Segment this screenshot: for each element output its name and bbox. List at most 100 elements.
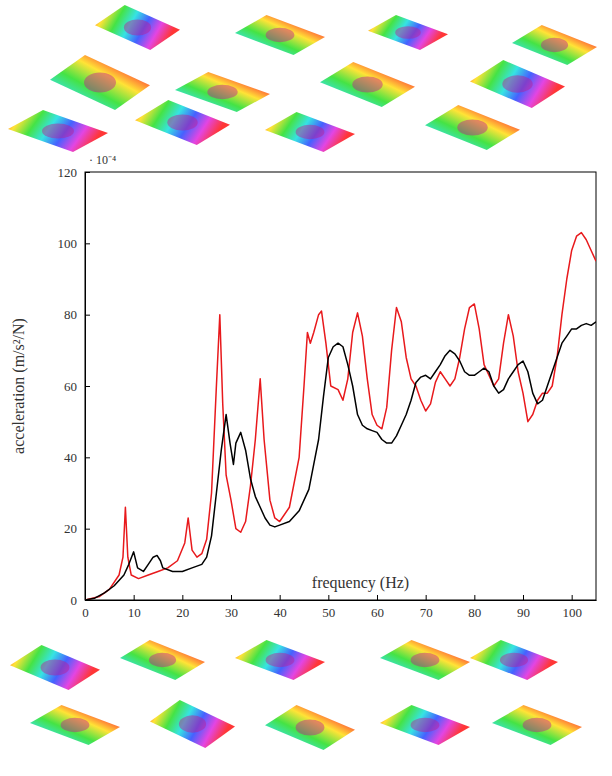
mode-shape [320,62,415,107]
mode-shape-lobe [124,19,151,35]
x-tick: 20 [176,595,189,620]
y-tick-label: 20 [64,521,77,536]
mode-shape-lobe [395,26,421,39]
mode-shape-lobe [523,718,552,732]
mode-shape-lobe [411,653,440,667]
x-tick-mark [377,595,378,600]
y-tick: 60 [64,379,90,394]
series-line [85,322,596,600]
mode-shape [95,5,180,50]
y-tick-mark [85,243,90,244]
y-tick-mark [85,600,90,601]
mode-shape [470,60,565,108]
mode-shape-lobe [266,653,295,667]
mode-shape-lobe [457,119,487,135]
x-tick: 40 [274,595,287,620]
y-tick-mark [85,172,90,173]
x-tick: 50 [322,595,335,620]
chart: 0102030405060708090100020406080100120· 1… [0,0,612,776]
y-tick-mark [85,529,90,530]
mode-shape [470,640,558,680]
x-tick-label: 20 [176,605,189,620]
y-tick: 120 [58,165,91,180]
y-tick-mark [85,457,90,458]
mode-shape-lobe [541,38,568,52]
x-tick-label: 70 [420,605,433,620]
x-tick-label: 10 [128,605,141,620]
mode-shape-lobe [42,123,74,138]
x-tick-label: 90 [517,605,530,620]
mode-shape [265,112,355,152]
x-tick: 100 [562,595,582,620]
x-tick: 90 [517,595,530,620]
x-tick-label: 50 [322,605,335,620]
x-tick: 80 [468,595,481,620]
x-tick-mark [523,595,524,600]
mode-shape-lobe [296,125,325,139]
mode-shape [120,640,205,680]
mode-shape [380,705,470,745]
mode-shape-lobe [411,718,440,732]
mode-shape [50,55,150,110]
y-tick: 20 [64,521,90,536]
mode-shape [492,705,582,745]
mode-shape [380,640,470,680]
x-axis: 0102030405060708090100 [82,595,596,620]
x-tick-label: 30 [225,605,238,620]
x-axis-title: frequency (Hz) [312,574,409,592]
mode-shape [235,640,325,680]
y-tick-label: 40 [64,450,77,465]
x-tick: 60 [371,595,384,620]
mode-shape-lobe [352,76,382,92]
x-axis-line [86,600,597,601]
series-line [85,233,596,600]
y-tick-label: 120 [58,165,78,180]
x-tick-mark [328,595,329,600]
mode-shape [175,72,270,112]
mode-shape [425,105,520,150]
axis-multiplier: · 10⁻⁴ [89,153,116,167]
mode-shape [135,100,230,145]
mode-shape-lobe [149,653,176,667]
mode-shape [30,705,120,745]
x-tick-mark [426,595,427,600]
lines [85,233,596,600]
x-tick: 30 [225,595,238,620]
mode-shape [235,15,325,55]
y-tick-label: 100 [58,236,78,251]
mode-shape-lobe [167,114,197,130]
x-tick: 70 [420,595,433,620]
y-tick: 40 [64,450,90,465]
x-tick-mark [134,595,135,600]
plot-frame [85,172,596,600]
x-tick: 10 [128,595,141,620]
x-tick-label: 80 [468,605,481,620]
mode-shape-lobe [296,719,325,735]
y-tick-label: 60 [64,379,77,394]
y-tick-mark [85,315,90,316]
mode-shape-lobe [266,28,295,42]
x-tick-mark [182,595,183,600]
y-tick: 100 [58,236,91,251]
y-tick-label: 0 [71,593,78,608]
x-tick-label: 100 [562,605,582,620]
mode-shape-lobe [500,653,528,667]
mode-shape [368,15,448,50]
mode-shape-lobe [502,75,532,92]
mode-shape-lobe [207,85,237,99]
x-tick-mark [474,595,475,600]
mode-shape-lobe [61,718,90,732]
x-tick-mark [280,595,281,600]
x-tick-label: 40 [274,605,287,620]
y-tick: 80 [64,307,90,322]
mode-shape-lobe [84,73,116,93]
mode-shape [10,645,100,690]
y-axis: 0 20 40 60 80 100 120 [58,165,91,608]
x-tick-label: 60 [371,605,384,620]
mode-shape [8,110,108,152]
mode-shape [150,700,235,748]
mode-shape [265,705,355,750]
y-tick: 0 [71,593,91,608]
y-tick-label: 80 [64,307,77,322]
y-axis-title: acceleration (m/s²/N) [10,318,28,454]
